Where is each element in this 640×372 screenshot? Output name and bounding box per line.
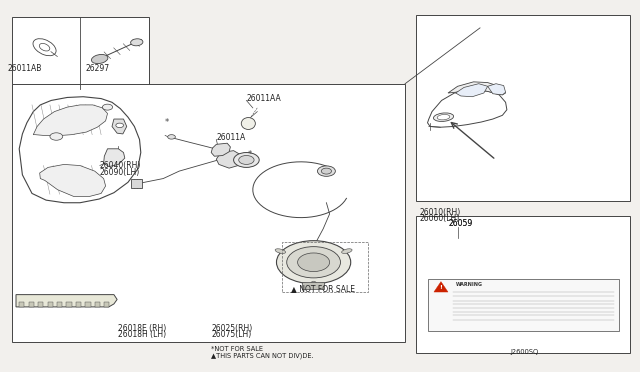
Circle shape	[321, 168, 332, 174]
Text: 26059: 26059	[449, 219, 473, 228]
Circle shape	[287, 247, 340, 278]
Circle shape	[276, 241, 351, 284]
Bar	[416, 15, 630, 201]
Bar	[428, 279, 619, 331]
Text: 26018H (LH): 26018H (LH)	[118, 330, 166, 339]
Text: 26018E (RH): 26018E (RH)	[118, 324, 166, 333]
Bar	[104, 302, 109, 307]
Ellipse shape	[241, 118, 255, 129]
Text: 26059: 26059	[449, 219, 473, 228]
Polygon shape	[104, 149, 125, 167]
Polygon shape	[434, 282, 448, 292]
Bar	[12, 84, 405, 342]
Ellipse shape	[275, 249, 285, 253]
Circle shape	[116, 123, 124, 128]
Circle shape	[102, 104, 113, 110]
Bar	[12, 17, 149, 89]
Bar	[47, 302, 52, 307]
Polygon shape	[456, 84, 488, 97]
Polygon shape	[488, 84, 506, 95]
Circle shape	[234, 153, 259, 167]
Ellipse shape	[131, 39, 143, 46]
Polygon shape	[33, 105, 108, 136]
Bar	[95, 302, 100, 307]
Polygon shape	[19, 97, 141, 203]
Text: 26011AB: 26011AB	[7, 64, 42, 73]
Ellipse shape	[310, 281, 317, 288]
Circle shape	[239, 155, 254, 164]
Text: 26010(RH): 26010(RH)	[419, 208, 460, 217]
Text: 26297: 26297	[85, 64, 109, 73]
Text: *NOT FOR SALE: *NOT FOR SALE	[211, 346, 263, 352]
Ellipse shape	[433, 113, 454, 121]
Ellipse shape	[342, 249, 352, 253]
Ellipse shape	[92, 54, 108, 64]
Text: !: !	[440, 285, 442, 290]
Bar	[38, 302, 44, 307]
Text: ▲THIS PARTS CAN NOT DIV)DE.: ▲THIS PARTS CAN NOT DIV)DE.	[211, 352, 314, 359]
Bar	[19, 302, 24, 307]
Circle shape	[298, 253, 330, 272]
Text: WARNING: WARNING	[456, 282, 483, 287]
Circle shape	[317, 166, 335, 176]
Polygon shape	[216, 151, 242, 168]
Ellipse shape	[33, 39, 56, 56]
Polygon shape	[428, 90, 507, 127]
Polygon shape	[112, 119, 127, 134]
Polygon shape	[448, 82, 506, 95]
Text: 26075(LH): 26075(LH)	[211, 330, 252, 339]
Ellipse shape	[437, 115, 450, 120]
Ellipse shape	[39, 44, 50, 51]
Text: ▲ NOT FOR SALE: ▲ NOT FOR SALE	[291, 284, 355, 293]
Bar	[67, 302, 72, 307]
Polygon shape	[40, 164, 106, 196]
Bar	[282, 242, 368, 292]
Bar	[416, 216, 630, 353]
Text: 26090(LH): 26090(LH)	[99, 169, 140, 177]
Text: *: *	[164, 118, 168, 126]
Text: J2600SQ: J2600SQ	[511, 349, 539, 355]
Polygon shape	[131, 179, 142, 188]
Text: 26040(RH): 26040(RH)	[99, 161, 141, 170]
Text: 26025(RH): 26025(RH)	[211, 324, 252, 333]
Text: 26011AA: 26011AA	[246, 94, 281, 103]
Circle shape	[50, 133, 63, 140]
Text: 26060(LH): 26060(LH)	[419, 214, 460, 223]
Bar	[57, 302, 62, 307]
Polygon shape	[211, 143, 230, 156]
Circle shape	[168, 135, 175, 139]
Text: 26011A: 26011A	[216, 133, 246, 142]
Text: *: *	[248, 150, 252, 158]
Bar	[85, 302, 90, 307]
Bar	[76, 302, 81, 307]
Polygon shape	[16, 295, 117, 307]
Bar	[302, 282, 324, 289]
Bar	[29, 302, 34, 307]
